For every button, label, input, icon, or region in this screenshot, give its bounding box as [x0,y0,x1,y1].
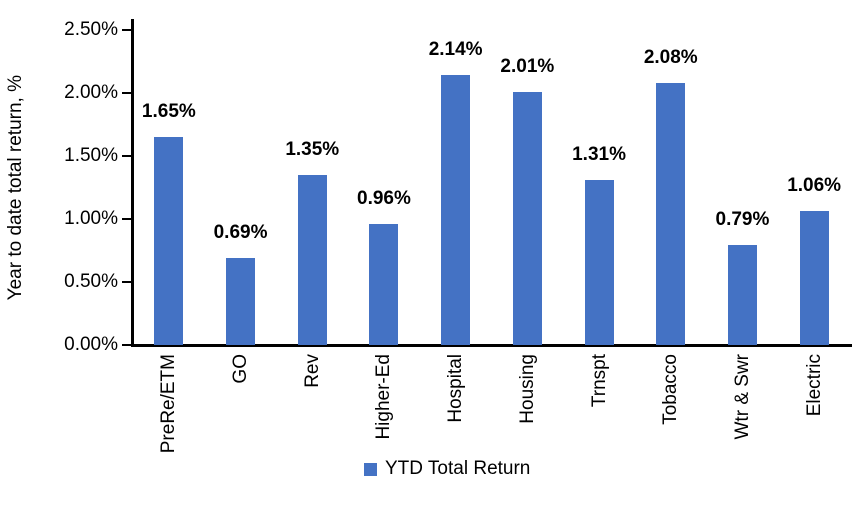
bar [369,224,399,345]
bar [154,137,184,345]
x-category-label-text: Tobacco [660,354,682,425]
bar-value-label: 1.06% [787,175,842,197]
bar [727,245,757,345]
bar-value-label: 2.01% [500,55,555,77]
y-axis-line [131,19,134,347]
bar-value-label: 2.14% [428,39,483,61]
x-category-label-text: PreRe/ETM [158,354,180,454]
y-axis-title: Year to date total return, % [0,30,32,345]
x-category-label: Tobacco [631,354,711,479]
x-category-label: Rev [272,354,352,479]
x-category-label-text: Trnspt [588,354,610,408]
y-tick-mark [122,28,131,32]
bar-value-label: 1.35% [285,138,340,160]
y-tick-mark [122,280,131,284]
x-category-label-text: Housing [516,354,538,424]
x-category-label: Trnspt [559,354,639,479]
bar-value-label: 1.65% [141,101,196,123]
x-category-label-text: Hospital [445,354,467,423]
y-tick-label: 0.50% [64,271,118,292]
y-tick-label: 2.00% [64,82,118,103]
y-tick-mark [122,217,131,221]
x-category-label: Wtr & Swr [702,354,782,479]
bar-value-label: 0.69% [213,222,268,244]
x-axis-line [131,344,852,347]
bar [656,82,686,345]
y-tick-mark [122,91,131,95]
legend-label: YTD Total Return [385,458,531,479]
bar [441,75,471,345]
y-tick-label: 1.00% [64,208,118,229]
y-axis-title-text: Year to date total return, % [5,74,26,301]
bar [799,211,829,345]
y-tick-label: 1.50% [64,145,118,166]
bar-value-label: 2.08% [643,46,698,68]
x-category-label: GO [201,354,281,479]
x-category-label-text: Rev [301,354,323,388]
x-category-label: PreRe/ETM [129,354,209,479]
x-category-label-text: Electric [803,354,825,417]
bar-value-label: 0.96% [357,188,411,210]
y-tick-mark [122,343,131,347]
bar-value-label: 0.79% [715,209,770,231]
bar [226,258,256,345]
bar [584,179,614,345]
y-tick-mark [122,154,131,158]
legend-marker-icon [364,463,377,476]
y-tick-label: 2.50% [64,19,118,40]
x-category-label: Electric [774,354,852,479]
bar [297,174,327,345]
bar [512,91,542,345]
bar-value-label: 1.31% [572,143,626,165]
x-category-label-text: Wtr & Swr [731,354,753,440]
x-category-label-text: GO [230,354,252,384]
y-tick-label: 0.00% [64,334,118,355]
legend: YTD Total Return [364,459,530,479]
x-category-label-text: Higher-Ed [373,354,395,440]
